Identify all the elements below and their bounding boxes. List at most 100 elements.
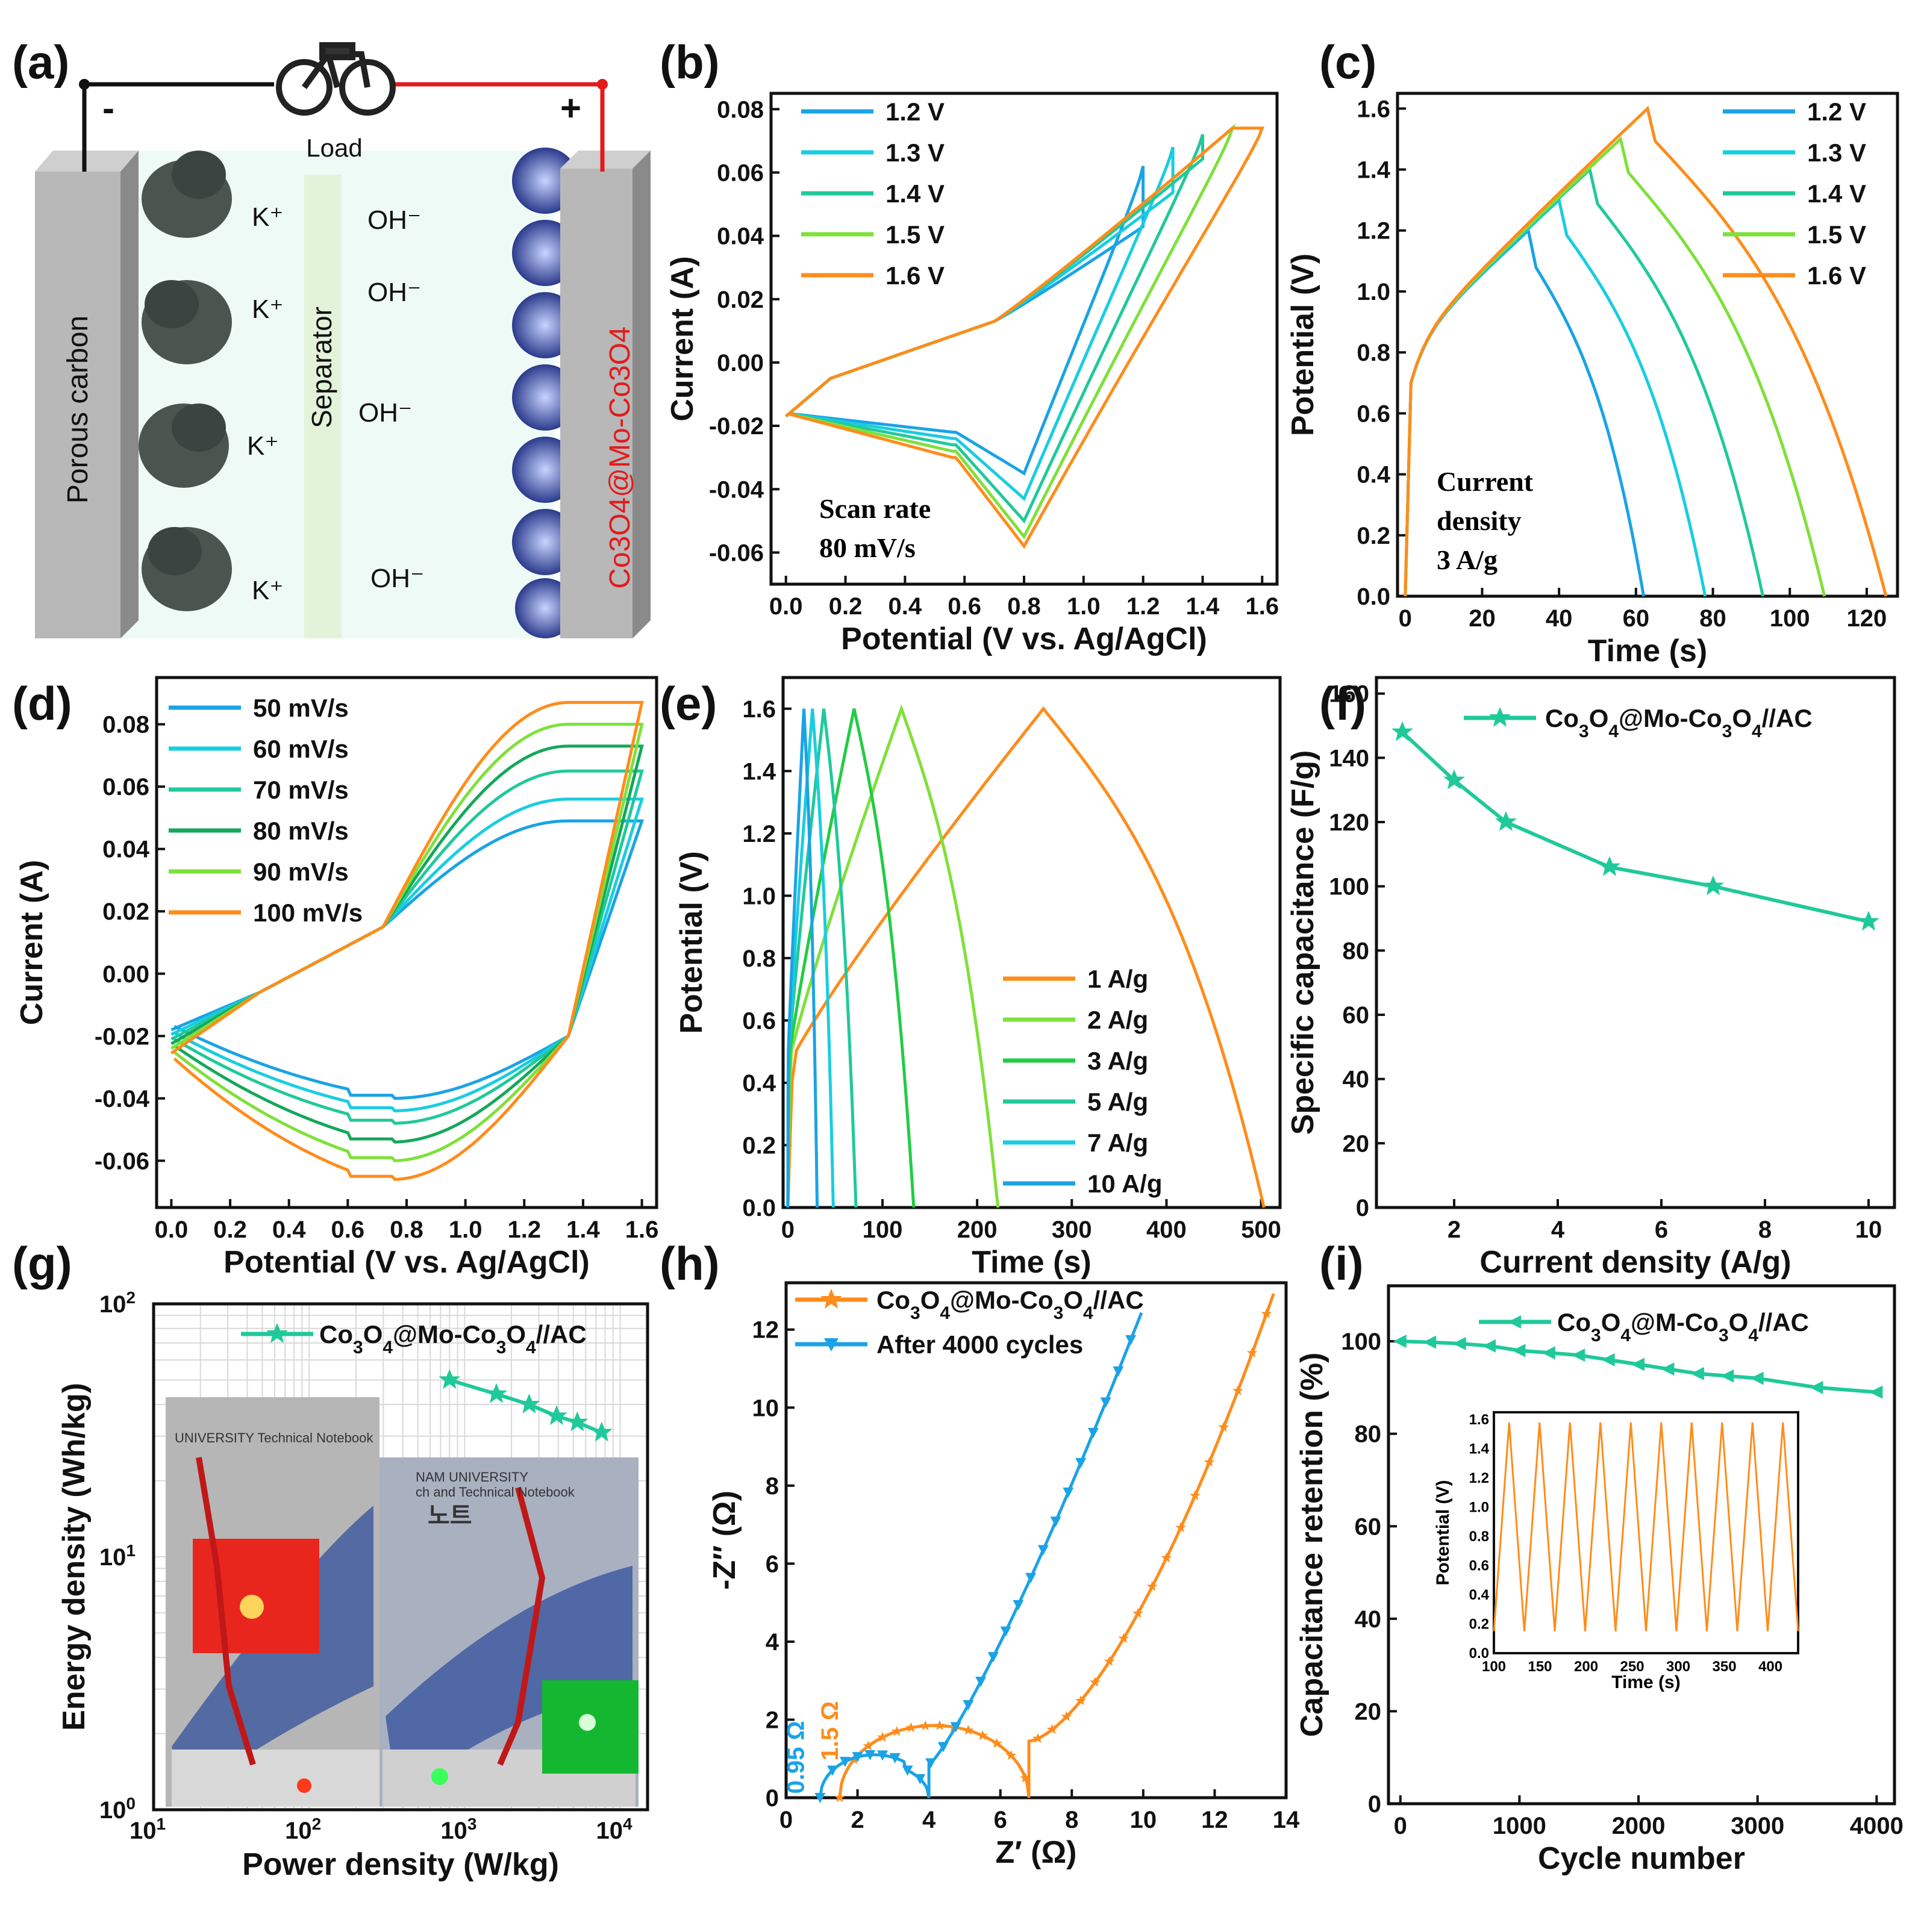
photo-right-caption-1: NAM UNIVERSITY bbox=[416, 1469, 528, 1485]
retention-point bbox=[1423, 1335, 1437, 1349]
retention-point bbox=[1452, 1336, 1466, 1350]
inset-cycling-curve bbox=[1493, 1422, 1799, 1631]
y-axis-label: Current (A) bbox=[665, 256, 700, 421]
plus-sign: + bbox=[560, 88, 581, 128]
x-tick-label: 0.6 bbox=[948, 593, 981, 620]
nyquist-after-point bbox=[864, 1750, 876, 1760]
x-tick-label: 1.6 bbox=[1245, 593, 1279, 620]
nyquist-after-point bbox=[937, 1742, 949, 1753]
x-tick-label: 10 bbox=[1855, 1217, 1882, 1243]
legend-entry: 5 A/g bbox=[1087, 1088, 1148, 1116]
legend-entry: 100 mV/s bbox=[253, 899, 363, 927]
x-tick-label: 100 bbox=[863, 1217, 903, 1243]
load-label: Load bbox=[306, 134, 362, 162]
ion-k-1: K⁺ bbox=[252, 202, 284, 232]
legend-entry: 1 A/g bbox=[1087, 965, 1148, 993]
y-tick-label: 0.08 bbox=[717, 96, 764, 123]
legend-entry: 60 mV/s bbox=[253, 735, 349, 763]
legend-entry: 1.5 V bbox=[1807, 220, 1866, 249]
x-axis-label: Potential (V vs. Ag/AgCl) bbox=[223, 1245, 590, 1280]
ion-oh-3: OH⁻ bbox=[358, 398, 412, 428]
y-axis-label: Potential (V) bbox=[1285, 254, 1320, 436]
y-tick-label: 0 bbox=[1356, 1195, 1369, 1221]
y-tick-label: 0.6 bbox=[1357, 400, 1390, 427]
y-tick-label: 40 bbox=[1343, 1067, 1370, 1093]
y-tick-label: 0.04 bbox=[717, 223, 764, 250]
panel-a-schematic: (a) Porous carbon Separator K⁺ K⁺ K⁺ K⁺ … bbox=[12, 36, 651, 638]
ion-oh-2: OH⁻ bbox=[367, 278, 421, 307]
x-tick-label: 2000 bbox=[1612, 1813, 1666, 1839]
legend-entry: 70 mV/s bbox=[253, 776, 349, 804]
y-tick-label: 2 bbox=[766, 1707, 779, 1733]
y-tick-label: 120 bbox=[1329, 809, 1369, 836]
legend-marker bbox=[1508, 1315, 1521, 1329]
x-tick-label: 0.4 bbox=[272, 1217, 306, 1243]
x-tick-label: 3000 bbox=[1731, 1813, 1784, 1839]
x-tick-label: 2 bbox=[851, 1807, 864, 1833]
nyquist-after-point bbox=[1100, 1397, 1111, 1408]
y-tick-label: 160 bbox=[1329, 681, 1369, 708]
inset-y-tick-label: 1.4 bbox=[1469, 1441, 1490, 1457]
panel-b-cv-chart: (b) 0.0 0.2 0.4 0.6 0.8 1.0 1.2 1.4 1.6 -0.06 -0.04… bbox=[660, 36, 1279, 656]
legend-entry: 1.2 V bbox=[885, 98, 945, 126]
y-tick-label: 0.0 bbox=[1357, 584, 1390, 610]
y-tick-label: 0.00 bbox=[102, 961, 149, 988]
legend-entry: 80 mV/s bbox=[253, 817, 349, 845]
x-tick-label: 60 bbox=[1623, 605, 1650, 632]
y-tick-label: 0.02 bbox=[717, 287, 764, 313]
plot-frame bbox=[1375, 676, 1896, 1209]
nyquist-after-point bbox=[1113, 1366, 1124, 1377]
red-led bbox=[297, 1778, 311, 1793]
legend-entry: Co3O4@Mo-Co3O4//AC bbox=[319, 1320, 587, 1357]
panel-e-gcd-chart: (e) 0 100 200 300 400 500 0.0 0.2 0.4 0.6 0.8 1.0 1.2… bbox=[660, 676, 1282, 1280]
y-tick-label: 40 bbox=[1355, 1606, 1382, 1633]
nyquist-after-point bbox=[1075, 1457, 1087, 1468]
y-tick-label: 80 bbox=[1355, 1421, 1382, 1448]
nyquist-after-line bbox=[818, 1312, 1143, 1798]
retention-point bbox=[1512, 1344, 1526, 1357]
retention-point bbox=[1393, 1335, 1407, 1348]
x-tick-label: 6 bbox=[994, 1807, 1007, 1833]
legend-entry: Co3O4@Mo-Co3O4//AC bbox=[1545, 704, 1813, 741]
x-tick-label: 0 bbox=[1399, 605, 1412, 632]
nyquist-after-point bbox=[827, 1765, 839, 1776]
legend-entry: 1.3 V bbox=[1807, 139, 1866, 167]
retention-point bbox=[1810, 1380, 1823, 1394]
nyquist-after-point bbox=[902, 1765, 913, 1776]
left-electrode bbox=[35, 172, 120, 638]
x-axis-label: Cycle number bbox=[1538, 1841, 1745, 1876]
y-tick-label: 0.6 bbox=[742, 1008, 776, 1034]
gcd-series-1Ag bbox=[786, 706, 1266, 1208]
y-axis-label: -Z″ (Ω) bbox=[707, 1491, 742, 1590]
y-tick-label: 80 bbox=[1343, 938, 1370, 964]
legend-entry: After 4000 cycles bbox=[876, 1330, 1083, 1359]
y-tick-label: 100 bbox=[1341, 1329, 1381, 1355]
x-axis-label: Power density (W/kg) bbox=[242, 1847, 559, 1882]
gcd-series-7Ag bbox=[786, 708, 835, 1208]
retention-point bbox=[1572, 1348, 1585, 1362]
y-tick-label: 1.6 bbox=[742, 696, 776, 723]
legend-entry: 1.6 V bbox=[885, 261, 945, 290]
panel-a-label: (a) bbox=[12, 36, 69, 89]
plot-frame bbox=[781, 676, 1282, 1209]
y-tick-label: 100 bbox=[1329, 874, 1369, 900]
inset-x-tick-label: 100 bbox=[1482, 1659, 1506, 1675]
cv-series-60mV/s bbox=[170, 797, 644, 1113]
minus-sign: - bbox=[102, 88, 114, 128]
inset-x-axis-label: Time (s) bbox=[1611, 1672, 1680, 1692]
panel-h-nyquist-chart: (h) 0 2 4 6 8 10 12 14 0 2 4 6 8 10 12 Z′ (Ω) -Z″ (Ω) Co3O… bbox=[660, 1237, 1300, 1870]
x-tick-label: 1.6 bbox=[625, 1217, 659, 1243]
x-axis-label: Current density (A/g) bbox=[1479, 1245, 1791, 1280]
nyquist-after-point bbox=[963, 1700, 974, 1710]
plot-frame bbox=[152, 1302, 649, 1812]
y-tick-label: 1.0 bbox=[742, 883, 776, 909]
x-tick-label: 0.0 bbox=[155, 1217, 189, 1243]
inset-y-tick-label: 0.0 bbox=[1469, 1645, 1489, 1662]
x-tick-label: 1.4 bbox=[566, 1217, 600, 1243]
y-tick-label: 1.2 bbox=[1357, 218, 1390, 245]
panel-e-label: (e) bbox=[660, 677, 717, 730]
y-tick-label: 4 bbox=[766, 1629, 779, 1656]
y-tick-label: 0.2 bbox=[1357, 523, 1390, 549]
inset-x-tick-label: 400 bbox=[1758, 1659, 1782, 1675]
photo-left-caption: UNIVERSITY Technical Notebook bbox=[175, 1430, 373, 1445]
